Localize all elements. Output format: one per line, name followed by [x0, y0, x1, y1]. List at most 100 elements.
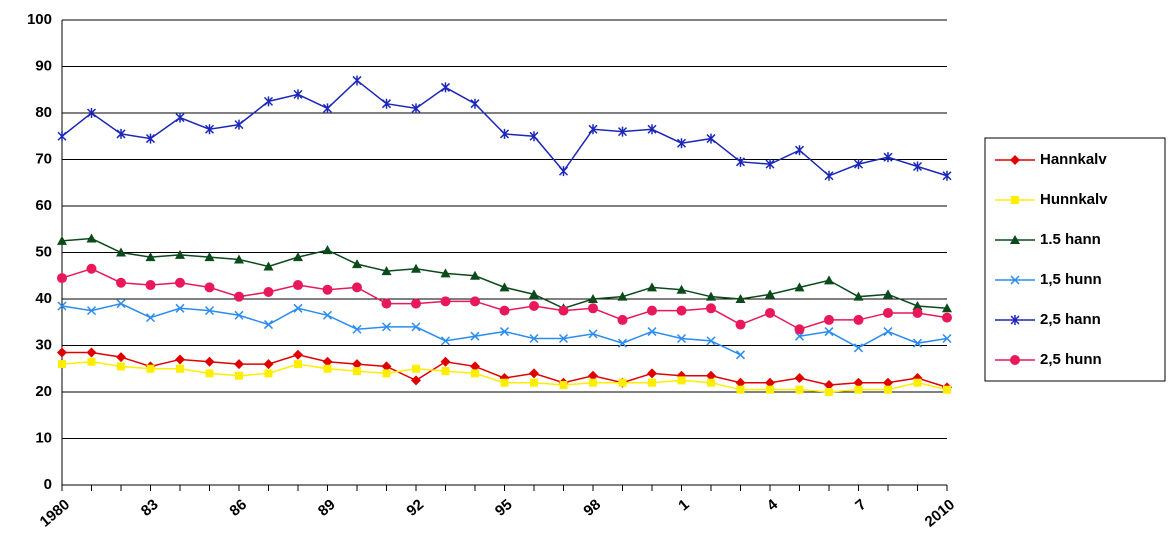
- marker: [86, 108, 97, 118]
- marker: [263, 261, 274, 271]
- marker: [381, 298, 392, 309]
- marker: [204, 356, 215, 367]
- marker: [322, 310, 333, 320]
- marker: [529, 300, 539, 311]
- x-tick-label: 92: [403, 496, 427, 520]
- marker: [235, 371, 243, 380]
- marker: [204, 252, 215, 262]
- marker: [116, 277, 126, 288]
- marker: [588, 124, 598, 135]
- marker: [145, 133, 156, 144]
- x-tick-label: 98: [580, 496, 604, 520]
- marker: [765, 159, 775, 170]
- marker: [411, 375, 421, 386]
- marker: [735, 156, 746, 167]
- marker: [264, 369, 273, 378]
- marker: [352, 324, 362, 334]
- marker: [86, 347, 97, 358]
- marker: [293, 89, 303, 100]
- marker: [824, 170, 834, 181]
- y-tick-label: 100: [27, 11, 52, 28]
- x-tick-label: 86: [226, 496, 250, 520]
- marker: [853, 291, 864, 301]
- marker: [263, 320, 274, 330]
- marker: [441, 367, 450, 376]
- marker: [145, 280, 156, 291]
- marker: [293, 280, 303, 291]
- y-tick-label: 30: [35, 336, 52, 353]
- marker: [440, 296, 451, 307]
- marker: [411, 263, 421, 273]
- marker: [470, 270, 480, 280]
- y-tick-label: 20: [35, 383, 52, 400]
- marker: [57, 235, 67, 245]
- marker: [470, 98, 480, 109]
- marker: [440, 82, 451, 93]
- series-line: [61, 237, 948, 310]
- legend-label: 1,5 hunn: [1040, 271, 1102, 288]
- marker: [707, 378, 715, 387]
- marker: [176, 364, 184, 373]
- marker: [943, 385, 951, 394]
- legend-marker: [1010, 355, 1020, 365]
- marker: [175, 354, 185, 365]
- marker: [647, 368, 657, 379]
- marker: [530, 378, 538, 387]
- y-tick-label: 90: [35, 57, 52, 74]
- marker: [735, 377, 746, 388]
- marker: [706, 303, 716, 314]
- marker: [588, 303, 598, 314]
- y-tick-label: 0: [44, 476, 52, 493]
- marker: [676, 284, 687, 294]
- legend-box: [984, 137, 1166, 382]
- marker: [736, 385, 745, 394]
- y-tick-label: 80: [35, 104, 52, 121]
- marker: [735, 350, 746, 360]
- marker: [293, 252, 303, 262]
- marker: [263, 287, 274, 298]
- marker: [471, 369, 479, 378]
- legend-marker: [1010, 275, 1020, 285]
- marker: [352, 282, 362, 293]
- marker: [559, 381, 568, 390]
- legend-label: Hannkalv: [1040, 151, 1107, 168]
- marker: [322, 103, 333, 114]
- marker: [204, 306, 215, 316]
- legend-marker: [1011, 196, 1019, 204]
- legend-label: 2,5 hann: [1040, 311, 1101, 328]
- marker: [352, 75, 362, 86]
- marker: [499, 128, 510, 139]
- marker: [558, 305, 569, 316]
- series-line: [61, 79, 948, 177]
- marker: [470, 331, 480, 341]
- legend-label: 1.5 hann: [1040, 231, 1101, 248]
- marker: [647, 282, 657, 292]
- marker: [824, 327, 834, 337]
- marker: [883, 377, 893, 388]
- x-tick-label: 1: [675, 496, 692, 514]
- marker: [706, 336, 716, 346]
- marker: [499, 327, 510, 337]
- marker: [795, 385, 804, 394]
- marker: [234, 119, 244, 130]
- marker: [647, 327, 657, 337]
- marker: [411, 298, 421, 309]
- marker: [294, 360, 302, 369]
- marker: [145, 313, 156, 323]
- legend-marker: [1010, 235, 1020, 244]
- x-tick-label: 2010: [922, 496, 958, 530]
- marker: [352, 259, 362, 269]
- marker: [381, 322, 392, 332]
- marker: [676, 333, 687, 344]
- marker: [86, 263, 97, 274]
- y-tick-label: 60: [35, 197, 52, 214]
- marker: [57, 347, 67, 358]
- marker: [86, 306, 97, 316]
- marker: [735, 319, 746, 330]
- marker: [794, 373, 805, 384]
- marker: [382, 369, 391, 378]
- marker: [647, 305, 657, 316]
- marker: [824, 380, 834, 391]
- legend-label: Hunnkalv: [1040, 191, 1108, 208]
